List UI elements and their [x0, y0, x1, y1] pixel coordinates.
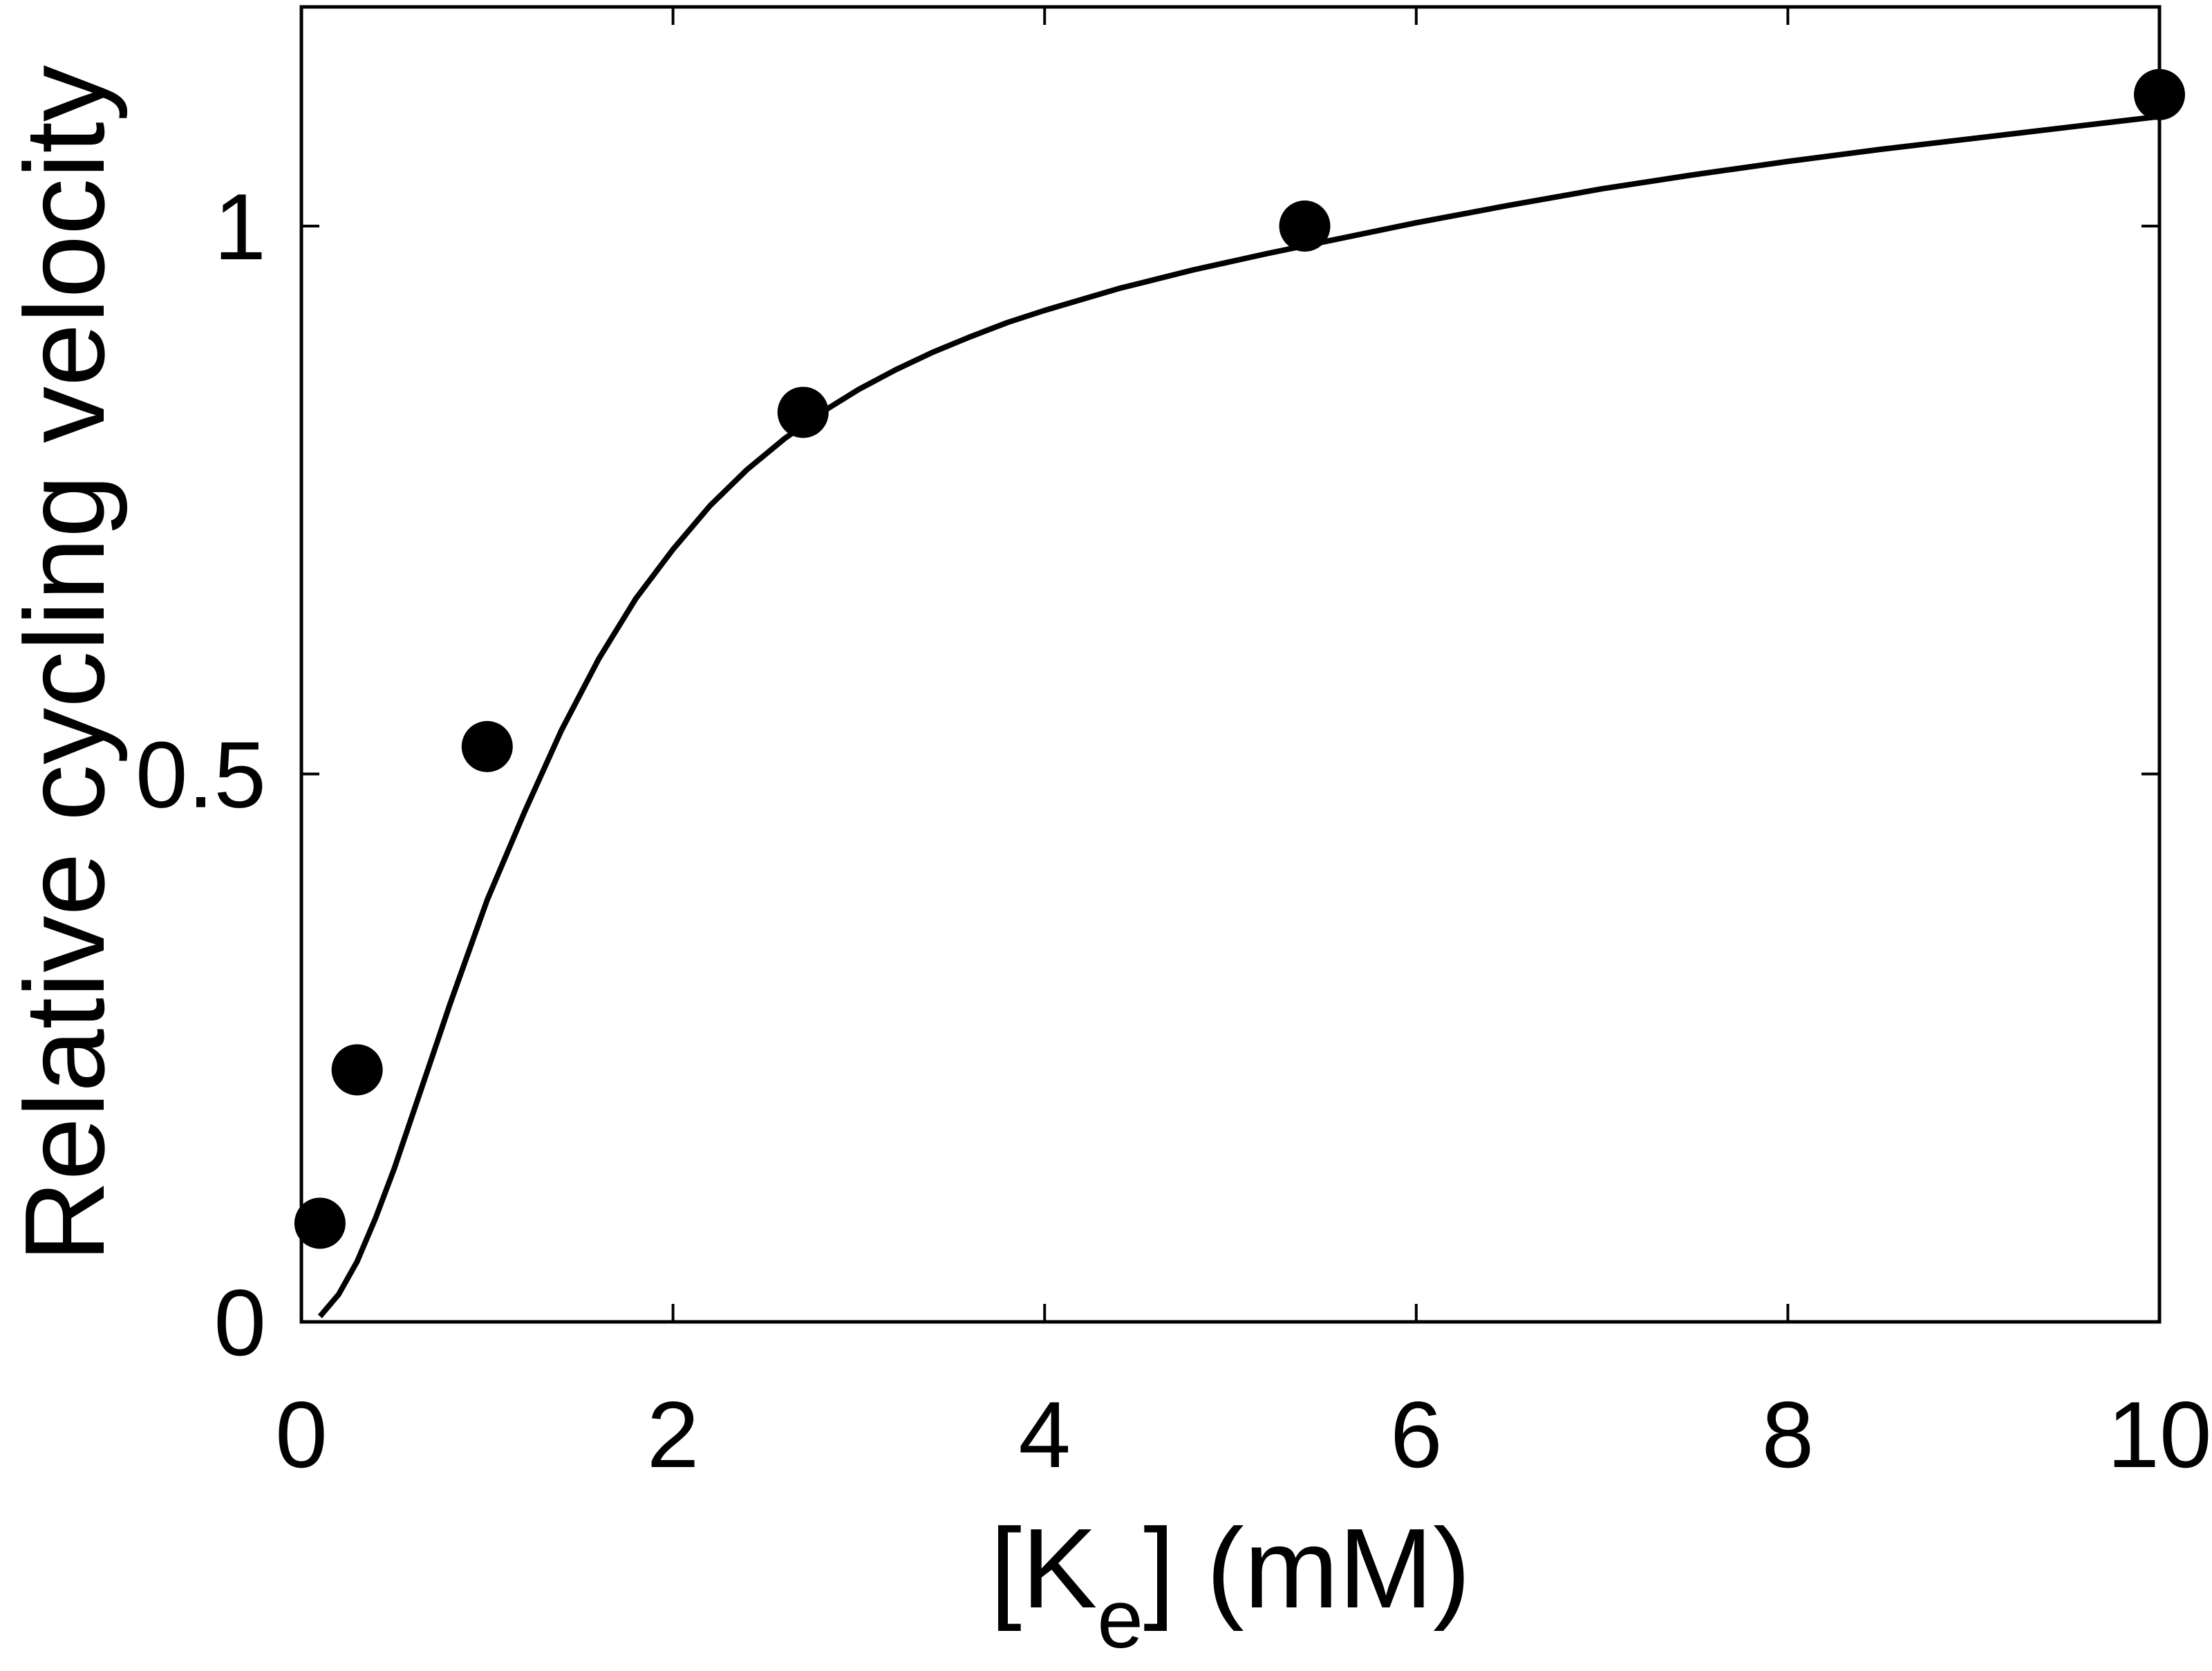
x-tick-label-0: 0: [275, 1382, 328, 1487]
tick-labels: 0 2 4 6 8 10 0 0.5 1: [135, 174, 2212, 1487]
x-tick-label-5: 10: [2107, 1382, 2211, 1487]
data-points-layer: [294, 68, 2185, 1249]
fit-curve-layer: [317, 113, 2160, 1318]
data-point-5: [2134, 68, 2185, 120]
x-tick-label-1: 2: [647, 1382, 700, 1487]
x-axis-title: [Ke] (mM): [990, 1505, 1470, 1665]
y-tick-label-0: 0: [214, 1270, 266, 1375]
data-point-3: [777, 386, 829, 438]
x-axis-title-prefix: [K: [990, 1505, 1097, 1632]
x-axis-title-subscript: e: [1097, 1573, 1143, 1665]
axis-ticks: [300, 7, 2161, 1323]
plot-frame: [299, 5, 2162, 1324]
data-point-0: [294, 1197, 346, 1249]
x-tick-label-4: 8: [1762, 1382, 1815, 1487]
data-point-1: [331, 1044, 383, 1096]
x-axis-title-suffix: ] (mM): [1143, 1505, 1471, 1632]
data-point-2: [461, 720, 513, 772]
x-tick-label-2: 4: [1018, 1382, 1071, 1487]
fit-curve: [317, 113, 2160, 1318]
data-point-4: [1279, 200, 1331, 252]
y-tick-label-1: 0.5: [135, 722, 266, 828]
y-axis-title: Relative cycling velocity: [1, 65, 128, 1262]
x-tick-label-3: 6: [1390, 1382, 1443, 1487]
y-tick-label-2: 1: [214, 174, 266, 279]
